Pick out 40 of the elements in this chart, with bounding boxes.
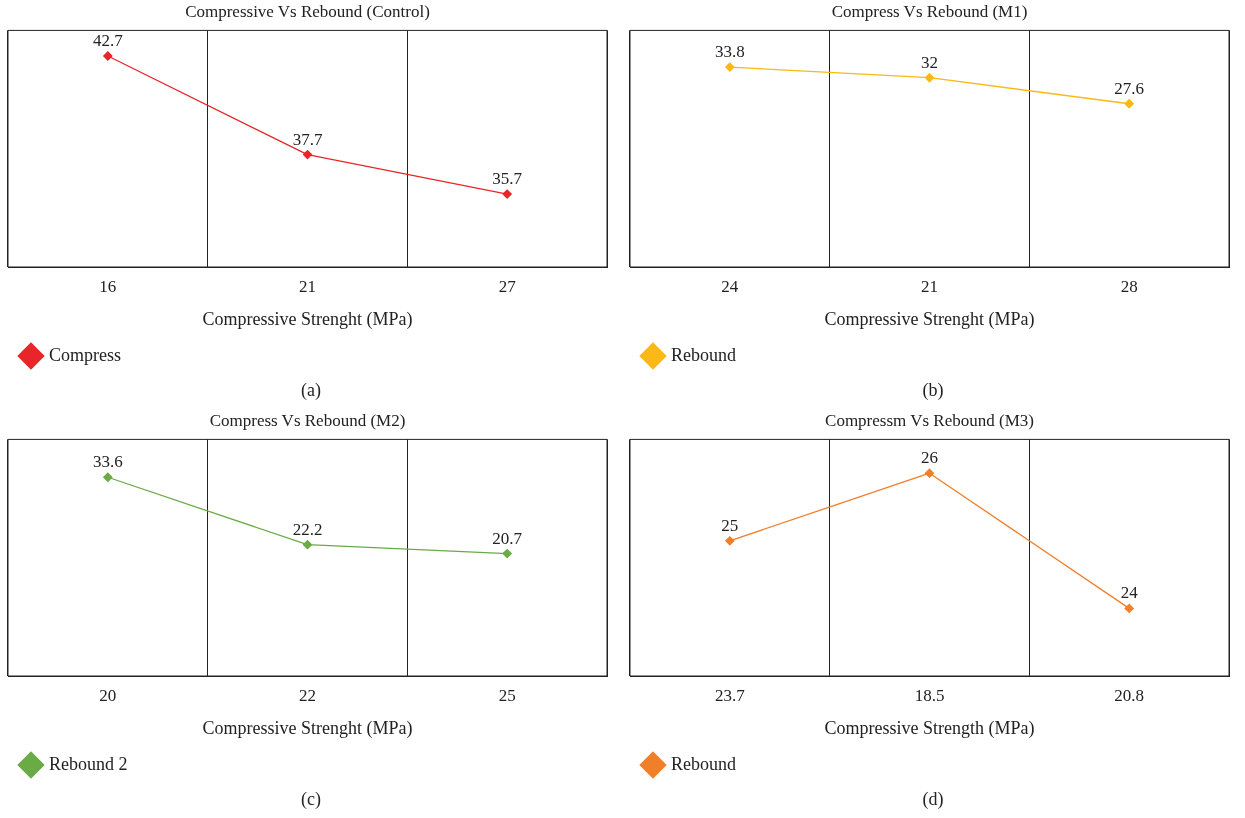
x-tick-label: 24 bbox=[721, 276, 739, 296]
data-label: 24 bbox=[1120, 583, 1139, 603]
x-axis-title: Compressive Strenght (MPa) bbox=[202, 717, 413, 739]
x-tick-label: 28 bbox=[1120, 276, 1138, 296]
chart-title: Compress Vs Rebound (M2) bbox=[209, 410, 406, 430]
data-label: 37.7 bbox=[292, 129, 323, 149]
text: (d) bbox=[921, 788, 945, 811]
data-label: 33.8 bbox=[714, 42, 745, 62]
x-tick-label: 16 bbox=[99, 276, 117, 296]
data-label: 33.6 bbox=[92, 452, 123, 472]
text: (c) bbox=[300, 788, 322, 811]
x-tick-label: 18.5 bbox=[914, 685, 945, 705]
x-tick-label: 21 bbox=[299, 276, 316, 296]
text: (a) bbox=[300, 379, 322, 402]
x-tick-label: 20 bbox=[99, 685, 117, 705]
text: (b) bbox=[921, 379, 945, 402]
x-axis-title: Compressive Strength (MPa) bbox=[824, 717, 1035, 739]
x-axis-title: Compressive Strenght (MPa) bbox=[202, 308, 413, 330]
data-label: 25 bbox=[721, 515, 739, 535]
legend-label: Compress bbox=[49, 344, 121, 365]
x-tick-label: 21 bbox=[921, 276, 938, 296]
data-label: 20.7 bbox=[492, 528, 523, 548]
data-label: 35.7 bbox=[492, 169, 523, 189]
legend-label: Rebound 2 bbox=[49, 753, 128, 774]
data-label: 26 bbox=[921, 448, 938, 468]
x-tick-label: 23.7 bbox=[714, 685, 746, 705]
x-tick-label: 25 bbox=[498, 685, 516, 705]
chart-title: Compressive Vs Rebound (Control) bbox=[185, 1, 430, 21]
chart-title: Compressm Vs Rebound (M3) bbox=[825, 410, 1034, 430]
x-tick-label: 20.8 bbox=[1114, 685, 1145, 705]
x-axis-title: Compressive Strenght (MPa) bbox=[824, 308, 1035, 330]
chart-title: Compress Vs Rebound (M1) bbox=[831, 1, 1028, 21]
x-tick-label: 22 bbox=[299, 685, 316, 705]
data-label: 22.2 bbox=[292, 519, 323, 539]
data-label: 32 bbox=[921, 52, 938, 72]
x-tick-label: 27 bbox=[498, 276, 517, 296]
data-label: 42.7 bbox=[92, 31, 124, 50]
legend-label: Rebound bbox=[671, 753, 736, 774]
data-label: 27.6 bbox=[1114, 78, 1145, 98]
legend-label: Rebound bbox=[671, 344, 736, 365]
